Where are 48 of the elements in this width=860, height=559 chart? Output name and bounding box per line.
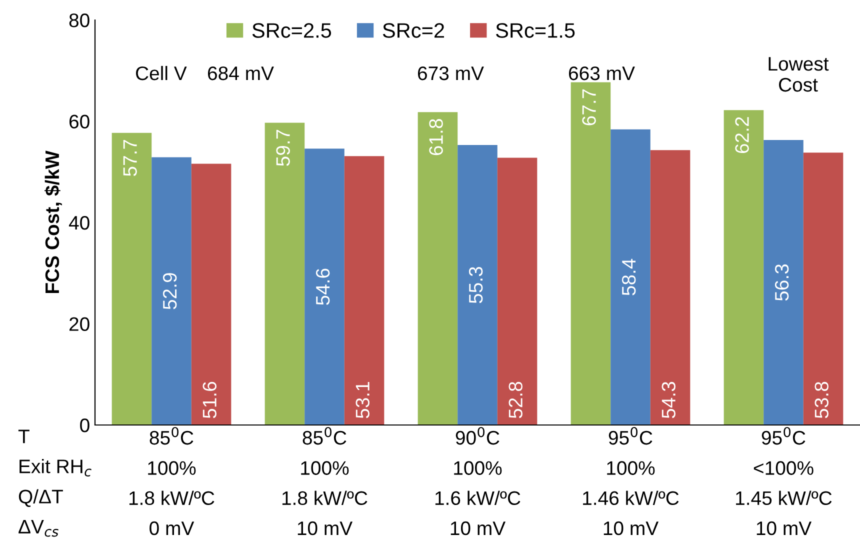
annotation: 684 mV [208,66,274,80]
x-tick-label: 95$^{0}$C <100% 1.45 kW/ºC 10 mV [736,426,832,536]
bar [344,156,384,425]
bar [610,129,650,425]
data-label: 58.4 [622,258,636,296]
bar [264,122,305,425]
data-label: 55.3 [468,266,483,304]
bar [418,112,458,425]
data-label: 61.8 [429,119,443,156]
data-label: 57.7 [123,140,137,176]
y-tick-label: 40 [68,216,90,230]
data-label: 54.3 [662,382,676,418]
data-label: 52.8 [508,382,522,418]
x-tick-label: 90$^{0}$C 100% 1.6 kW/ºC 10 mV [435,426,520,536]
data-label: 59.7 [276,130,290,166]
annotation: Cell V [136,66,187,80]
bar [570,82,611,425]
data-label: 53.8 [814,382,828,418]
data-label: 62.2 [735,117,749,154]
x-tick-label: 85$^{0}$C 100% 1.8 kW/ºC 10 mV [282,426,368,536]
x-tick-label: 95$^{0}$C 100% 1.46 kW/ºC 10 mV [583,426,679,536]
legend-label: SRc=2.5 [252,23,332,38]
x-tick-label: 85$^{0}$C 100% 1.8 kW/ºC 0 mV [129,426,214,536]
y-tick-label: 20 [69,317,90,331]
y-tick-label: 80 [69,13,90,28]
annotation: 663 mV [568,66,635,80]
bar [152,157,192,425]
data-label: 51.6 [202,382,216,418]
bar [650,150,690,425]
y-axis-title: FCS Cost, $/kW [44,150,62,294]
bar [191,164,232,425]
bar [304,148,344,425]
data-label: 53.1 [356,382,370,418]
bar [497,158,538,425]
bar [458,145,498,425]
data-label: 67.7 [582,89,596,126]
data-label: 54.6 [316,268,330,305]
bar [764,140,804,425]
annotation: Lowest Cost [768,57,829,92]
data-label: 56.3 [774,264,789,301]
bar [112,132,152,425]
bar [803,152,844,425]
data-label: 52.9 [162,273,177,310]
bar [724,110,764,425]
legend-label: SRc=2 [382,23,444,38]
legend-label: SRc=1.5 [496,23,575,38]
annotation: 673 mV [418,66,484,80]
y-tick-label: 60 [70,114,90,128]
